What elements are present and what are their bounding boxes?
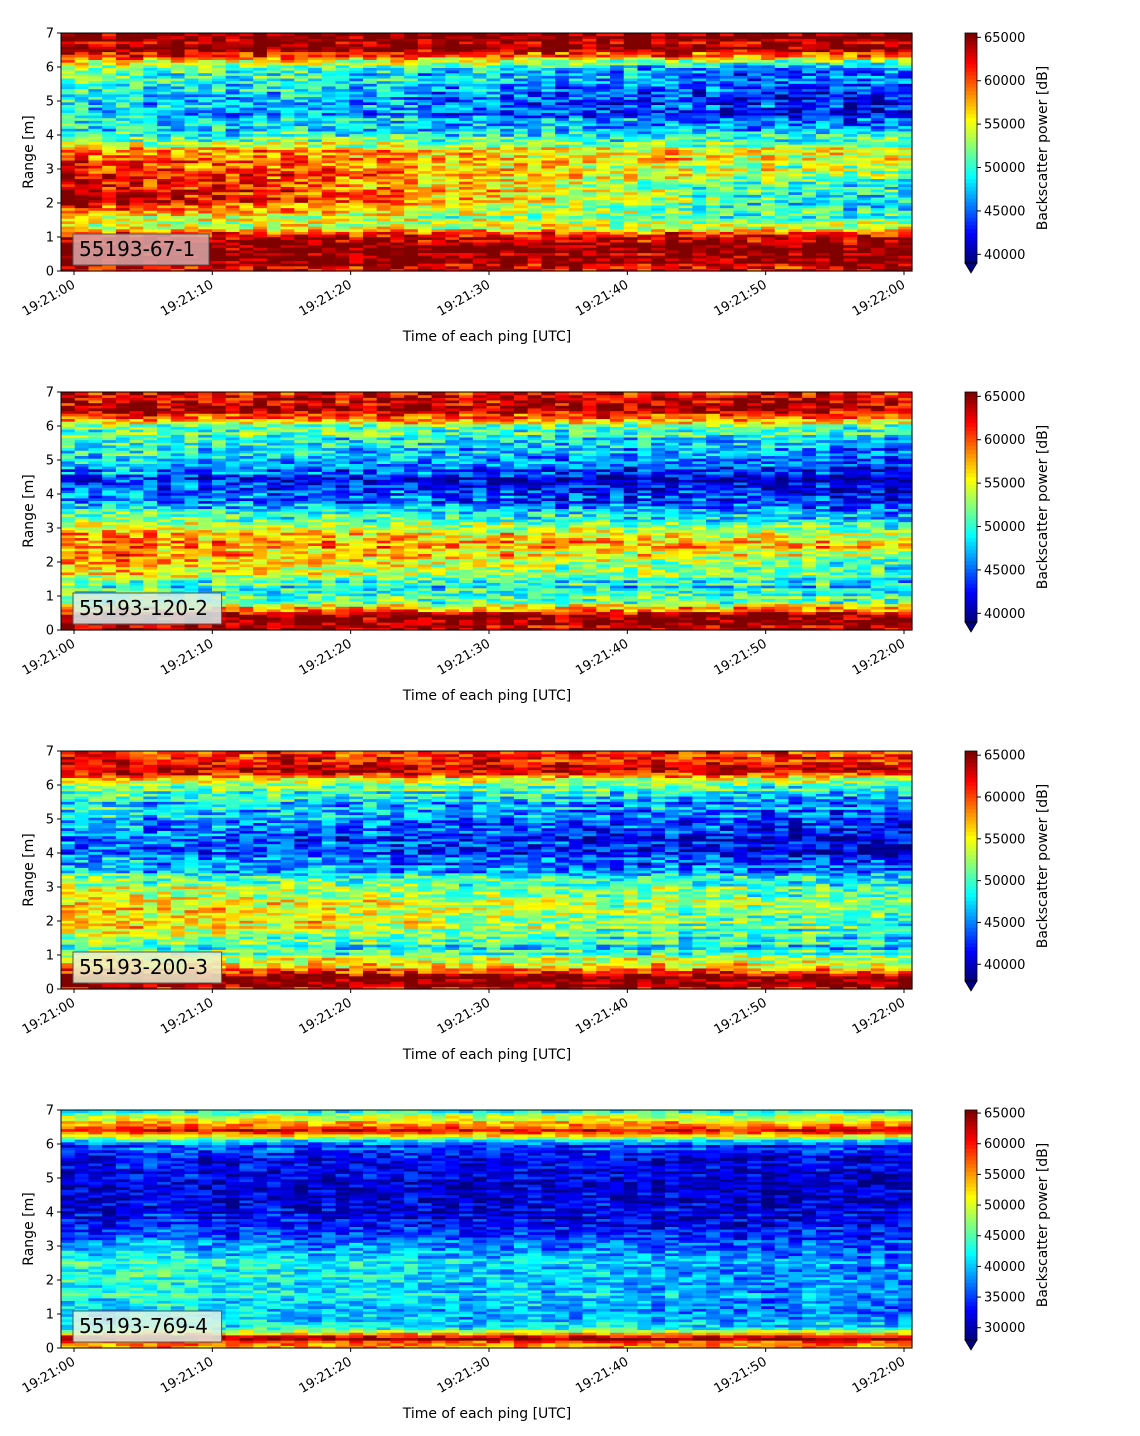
panel-1: 0123456719:21:00 19:21:10 19:21:20 19:21:30… xyxy=(20,27,1051,346)
